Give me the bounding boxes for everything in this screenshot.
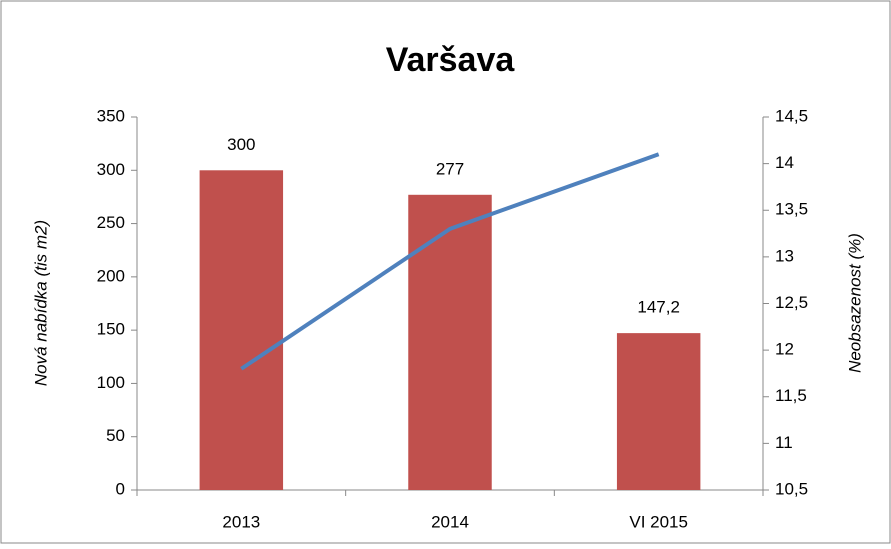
y-tick-label: 250 [97,213,125,232]
y-tick-label: 100 [97,373,125,392]
y-axis-label: Nová nabídka (tis m2) [31,220,50,386]
y2-tick-label: 12 [775,340,794,359]
y2-tick-label: 14,5 [775,106,808,125]
y2-axis-label: Neobsazenost (%) [845,233,864,373]
chart-title: Varšava [386,41,516,79]
data-label: 277 [436,159,464,178]
y2-tick-label: 11,5 [775,386,807,405]
bar [408,194,492,490]
y2-tick-label: 10,5 [775,479,808,498]
y2-tick-label: 13 [775,246,794,265]
bar [199,170,284,491]
y-tick-label: 0 [116,479,125,498]
y-tick-label: 50 [106,426,125,445]
data-label: 300 [227,135,255,154]
y2-tick-label: 11 [775,433,793,452]
y-tick-label: 300 [97,160,125,179]
x-tick-label: 2013 [222,512,260,531]
line [240,152,660,371]
bar [616,333,701,490]
data-label: 147,2 [637,298,680,317]
y2-tick-label: 14 [775,153,794,172]
y2-tick-label: 13,5 [775,200,808,219]
x-tick-label: 2014 [431,512,469,531]
x-tick-label: VI 2015 [629,512,688,531]
y-tick-label: 150 [97,320,125,339]
y2-tick-label: 12,5 [775,293,808,312]
y-tick-label: 200 [97,266,125,285]
y-tick-label: 350 [97,106,125,125]
